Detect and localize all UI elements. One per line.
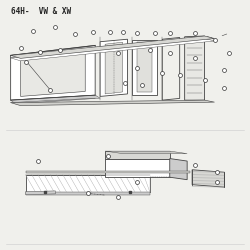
Polygon shape: [192, 170, 224, 187]
Polygon shape: [26, 171, 190, 173]
Polygon shape: [132, 40, 157, 95]
Polygon shape: [26, 192, 150, 194]
Polygon shape: [11, 95, 100, 104]
Polygon shape: [100, 39, 128, 96]
Polygon shape: [11, 46, 95, 100]
Polygon shape: [170, 158, 187, 180]
Polygon shape: [105, 151, 187, 154]
Polygon shape: [11, 100, 214, 105]
Polygon shape: [26, 175, 150, 192]
Polygon shape: [11, 38, 214, 61]
Polygon shape: [26, 191, 56, 194]
Polygon shape: [11, 36, 214, 58]
Polygon shape: [185, 36, 204, 100]
Text: 64H-  VW & XW: 64H- VW & XW: [11, 7, 71, 16]
Polygon shape: [105, 151, 170, 158]
Polygon shape: [105, 42, 122, 94]
Polygon shape: [20, 52, 85, 96]
Polygon shape: [162, 38, 180, 100]
Polygon shape: [138, 42, 152, 92]
Polygon shape: [105, 158, 170, 177]
